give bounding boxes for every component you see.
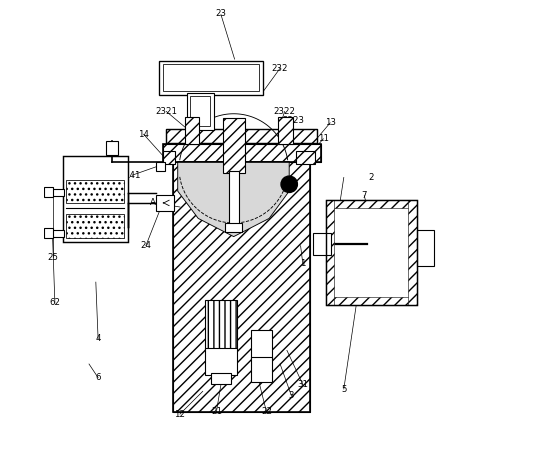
Bar	[173, 157, 309, 412]
Text: 12: 12	[175, 410, 185, 419]
Text: 61: 61	[104, 221, 115, 230]
Text: 14: 14	[138, 130, 149, 139]
Bar	[66, 214, 124, 238]
Text: 3: 3	[289, 391, 294, 400]
Bar	[326, 297, 417, 305]
Bar	[326, 200, 417, 305]
Bar	[250, 357, 273, 382]
Text: 4: 4	[95, 334, 101, 344]
Text: 21: 21	[211, 407, 222, 416]
Text: 1: 1	[300, 259, 306, 268]
Bar	[296, 151, 315, 164]
Text: 31: 31	[298, 380, 308, 389]
Bar	[313, 233, 331, 255]
Text: 2321: 2321	[156, 107, 177, 116]
Text: 25: 25	[47, 253, 58, 262]
Bar	[326, 200, 417, 305]
Bar	[190, 96, 210, 126]
Text: 11: 11	[318, 134, 329, 143]
Bar	[173, 157, 309, 412]
Bar	[63, 156, 128, 242]
Bar	[159, 61, 263, 95]
Bar	[163, 151, 176, 164]
Text: A: A	[150, 198, 156, 207]
Bar	[184, 117, 199, 144]
Bar	[163, 64, 259, 91]
Bar	[156, 195, 173, 211]
Bar	[278, 117, 293, 144]
Bar	[51, 189, 64, 196]
Bar	[166, 129, 318, 143]
Text: 141: 141	[124, 171, 140, 180]
Bar	[211, 373, 231, 384]
Bar	[43, 187, 53, 197]
Bar	[51, 230, 64, 237]
Bar	[163, 144, 321, 162]
Bar	[250, 330, 273, 359]
Text: 23: 23	[216, 9, 227, 18]
Bar	[417, 230, 434, 266]
Bar	[187, 93, 214, 130]
Bar	[326, 200, 417, 208]
Bar	[166, 129, 318, 143]
Bar	[156, 162, 165, 171]
Bar	[163, 144, 321, 162]
Bar	[106, 141, 118, 155]
Bar	[66, 180, 124, 203]
Bar	[326, 200, 334, 305]
Bar	[43, 228, 53, 238]
Text: 2322: 2322	[274, 107, 295, 116]
Bar	[229, 171, 238, 228]
Text: 7: 7	[362, 191, 367, 200]
Bar	[409, 200, 417, 305]
Bar	[223, 118, 244, 173]
Text: 22: 22	[261, 407, 272, 416]
Text: 232: 232	[272, 64, 288, 73]
Text: 231: 231	[163, 71, 179, 80]
Bar	[225, 223, 242, 232]
Circle shape	[281, 176, 298, 192]
Text: 2323: 2323	[283, 116, 305, 125]
Bar	[205, 348, 237, 375]
Text: 2: 2	[369, 173, 374, 182]
Text: 13: 13	[325, 118, 335, 127]
Text: 6: 6	[95, 373, 101, 382]
Text: 24: 24	[140, 241, 151, 250]
Polygon shape	[178, 162, 289, 237]
Bar	[205, 300, 237, 350]
Text: 5: 5	[341, 384, 346, 394]
Text: 62: 62	[49, 298, 60, 307]
